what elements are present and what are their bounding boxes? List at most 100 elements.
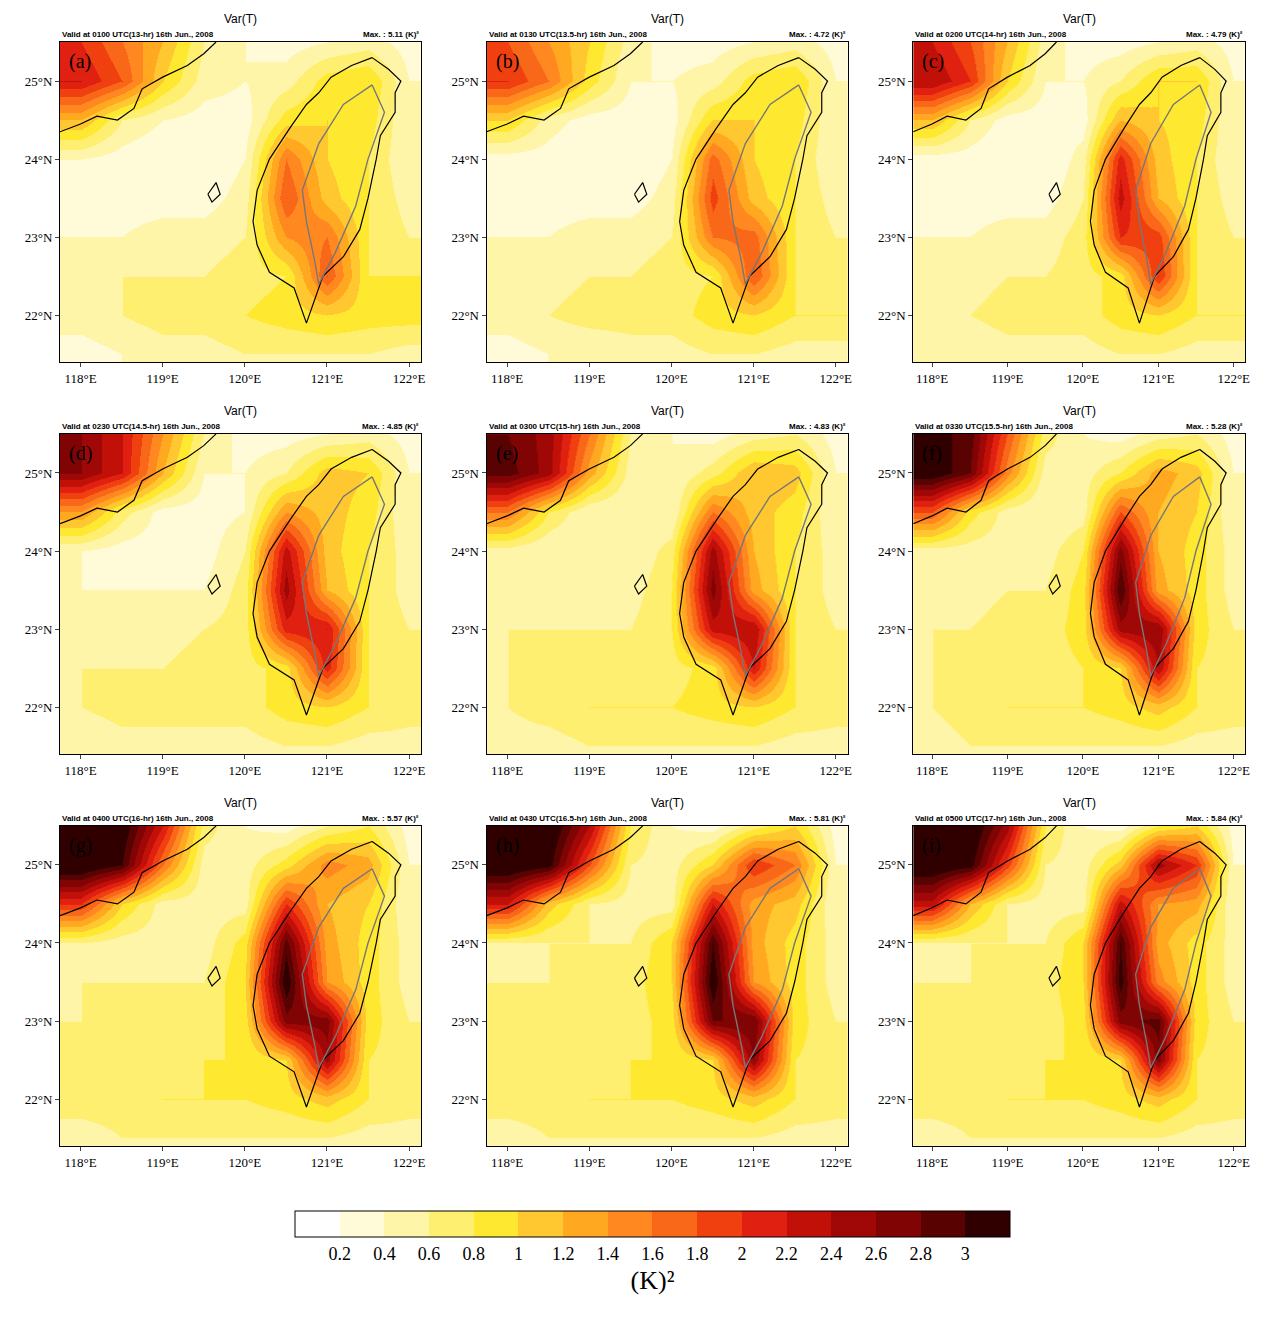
svg-text:24°N: 24°N — [25, 152, 53, 167]
svg-text:23°N: 23°N — [451, 622, 479, 637]
svg-text:25°N: 25°N — [878, 74, 906, 89]
svg-text:(h): (h) — [496, 834, 519, 857]
svg-text:Valid at 0100 UTC(13-hr) 16th: Valid at 0100 UTC(13-hr) 16th Jun., 2008 — [62, 30, 214, 39]
svg-text:Valid at 0130 UTC(13.5-hr) 16t: Valid at 0130 UTC(13.5-hr) 16th Jun., 20… — [489, 30, 647, 39]
svg-text:(e): (e) — [496, 442, 518, 465]
svg-text:2.8: 2.8 — [909, 1244, 932, 1264]
svg-text:122°E: 122°E — [819, 763, 852, 778]
svg-text:Valid at 0230 UTC(14.5-hr) 16t: Valid at 0230 UTC(14.5-hr) 16th Jun., 20… — [62, 422, 220, 431]
svg-text:25°N: 25°N — [878, 466, 906, 481]
svg-text:Valid at 0200 UTC(14-hr) 16th: Valid at 0200 UTC(14-hr) 16th Jun., 2008 — [915, 30, 1067, 39]
svg-text:118°E: 118°E — [491, 763, 523, 778]
svg-text:Var(T): Var(T) — [651, 796, 684, 810]
svg-text:Max. : 4.72 (K)²: Max. : 4.72 (K)² — [789, 30, 846, 39]
svg-text:23°N: 23°N — [451, 230, 479, 245]
svg-text:118°E: 118°E — [491, 371, 523, 386]
svg-text:(b): (b) — [496, 50, 519, 73]
svg-text:22°N: 22°N — [878, 700, 906, 715]
svg-text:(a): (a) — [69, 50, 91, 73]
svg-text:120°E: 120°E — [228, 371, 261, 386]
svg-text:24°N: 24°N — [878, 152, 906, 167]
svg-text:Var(T): Var(T) — [224, 404, 257, 418]
svg-text:23°N: 23°N — [25, 1014, 53, 1029]
svg-text:Max. : 4.83 (K)²: Max. : 4.83 (K)² — [789, 422, 846, 431]
svg-text:120°E: 120°E — [1067, 763, 1100, 778]
svg-text:118°E: 118°E — [64, 371, 96, 386]
svg-text:25°N: 25°N — [25, 466, 53, 481]
svg-text:1.2: 1.2 — [552, 1244, 575, 1264]
svg-text:Max. : 5.11 (K)²: Max. : 5.11 (K)² — [363, 30, 419, 39]
svg-text:122°E: 122°E — [1217, 1155, 1250, 1170]
svg-text:119°E: 119°E — [147, 1155, 179, 1170]
svg-text:122°E: 122°E — [819, 371, 852, 386]
svg-text:22°N: 22°N — [25, 700, 53, 715]
svg-text:Max. : 5.57 (K)²: Max. : 5.57 (K)² — [362, 814, 419, 823]
svg-text:Var(T): Var(T) — [1063, 796, 1096, 810]
svg-text:121°E: 121°E — [1142, 763, 1175, 778]
svg-text:2: 2 — [737, 1244, 746, 1264]
svg-text:0.4: 0.4 — [373, 1244, 396, 1264]
svg-text:121°E: 121°E — [737, 763, 770, 778]
svg-text:121°E: 121°E — [1142, 1155, 1175, 1170]
svg-text:Valid at 0500 UTC(17-hr) 16th: Valid at 0500 UTC(17-hr) 16th Jun., 2008 — [915, 814, 1067, 823]
svg-text:1: 1 — [514, 1244, 523, 1264]
svg-text:121°E: 121°E — [1142, 371, 1175, 386]
svg-text:122°E: 122°E — [393, 371, 426, 386]
svg-text:122°E: 122°E — [1217, 763, 1250, 778]
svg-text:Var(T): Var(T) — [224, 796, 257, 810]
svg-text:25°N: 25°N — [451, 74, 479, 89]
svg-text:2.4: 2.4 — [820, 1244, 843, 1264]
svg-text:(g): (g) — [69, 834, 92, 857]
svg-text:Var(T): Var(T) — [224, 12, 257, 26]
svg-text:22°N: 22°N — [878, 1092, 906, 1107]
svg-text:24°N: 24°N — [451, 544, 479, 559]
svg-text:120°E: 120°E — [655, 371, 688, 386]
svg-text:22°N: 22°N — [25, 308, 53, 323]
svg-text:1.8: 1.8 — [686, 1244, 709, 1264]
svg-text:23°N: 23°N — [878, 1014, 906, 1029]
svg-text:23°N: 23°N — [25, 230, 53, 245]
svg-text:1.6: 1.6 — [641, 1244, 664, 1264]
svg-text:121°E: 121°E — [737, 371, 770, 386]
svg-text:120°E: 120°E — [655, 1155, 688, 1170]
svg-text:24°N: 24°N — [451, 152, 479, 167]
svg-text:120°E: 120°E — [228, 1155, 261, 1170]
svg-text:0.8: 0.8 — [463, 1244, 486, 1264]
svg-text:119°E: 119°E — [991, 763, 1023, 778]
svg-text:119°E: 119°E — [573, 763, 605, 778]
svg-text:118°E: 118°E — [64, 1155, 96, 1170]
svg-text:Max. : 4.79 (K)²: Max. : 4.79 (K)² — [1186, 30, 1243, 39]
svg-text:23°N: 23°N — [878, 622, 906, 637]
svg-text:121°E: 121°E — [311, 1155, 344, 1170]
svg-text:25°N: 25°N — [25, 74, 53, 89]
svg-text:122°E: 122°E — [393, 1155, 426, 1170]
svg-text:3: 3 — [961, 1244, 970, 1264]
svg-text:120°E: 120°E — [228, 763, 261, 778]
svg-text:2.2: 2.2 — [775, 1244, 798, 1264]
svg-text:25°N: 25°N — [451, 857, 479, 872]
svg-text:118°E: 118°E — [491, 1155, 523, 1170]
svg-text:Var(T): Var(T) — [1063, 404, 1096, 418]
svg-text:119°E: 119°E — [147, 763, 179, 778]
svg-text:122°E: 122°E — [393, 763, 426, 778]
svg-text:121°E: 121°E — [311, 763, 344, 778]
svg-text:22°N: 22°N — [878, 308, 906, 323]
svg-text:24°N: 24°N — [878, 936, 906, 951]
svg-text:119°E: 119°E — [991, 371, 1023, 386]
svg-text:25°N: 25°N — [451, 466, 479, 481]
svg-text:Valid at 0330 UTC(15.5-hr) 16t: Valid at 0330 UTC(15.5-hr) 16th Jun., 20… — [915, 422, 1073, 431]
svg-text:23°N: 23°N — [451, 1014, 479, 1029]
svg-text:119°E: 119°E — [573, 1155, 605, 1170]
svg-text:Max. : 5.84 (K)²: Max. : 5.84 (K)² — [1186, 814, 1243, 823]
svg-text:24°N: 24°N — [451, 936, 479, 951]
svg-text:(i): (i) — [922, 834, 941, 857]
svg-text:(d): (d) — [69, 442, 92, 465]
svg-text:Valid at 0300 UTC(15-hr) 16th: Valid at 0300 UTC(15-hr) 16th Jun., 2008 — [489, 422, 641, 431]
svg-text:23°N: 23°N — [25, 622, 53, 637]
svg-text:22°N: 22°N — [451, 700, 479, 715]
svg-text:118°E: 118°E — [916, 1155, 948, 1170]
svg-text:(f): (f) — [922, 442, 942, 465]
svg-text:23°N: 23°N — [878, 230, 906, 245]
svg-text:22°N: 22°N — [451, 1092, 479, 1107]
svg-text:24°N: 24°N — [25, 544, 53, 559]
